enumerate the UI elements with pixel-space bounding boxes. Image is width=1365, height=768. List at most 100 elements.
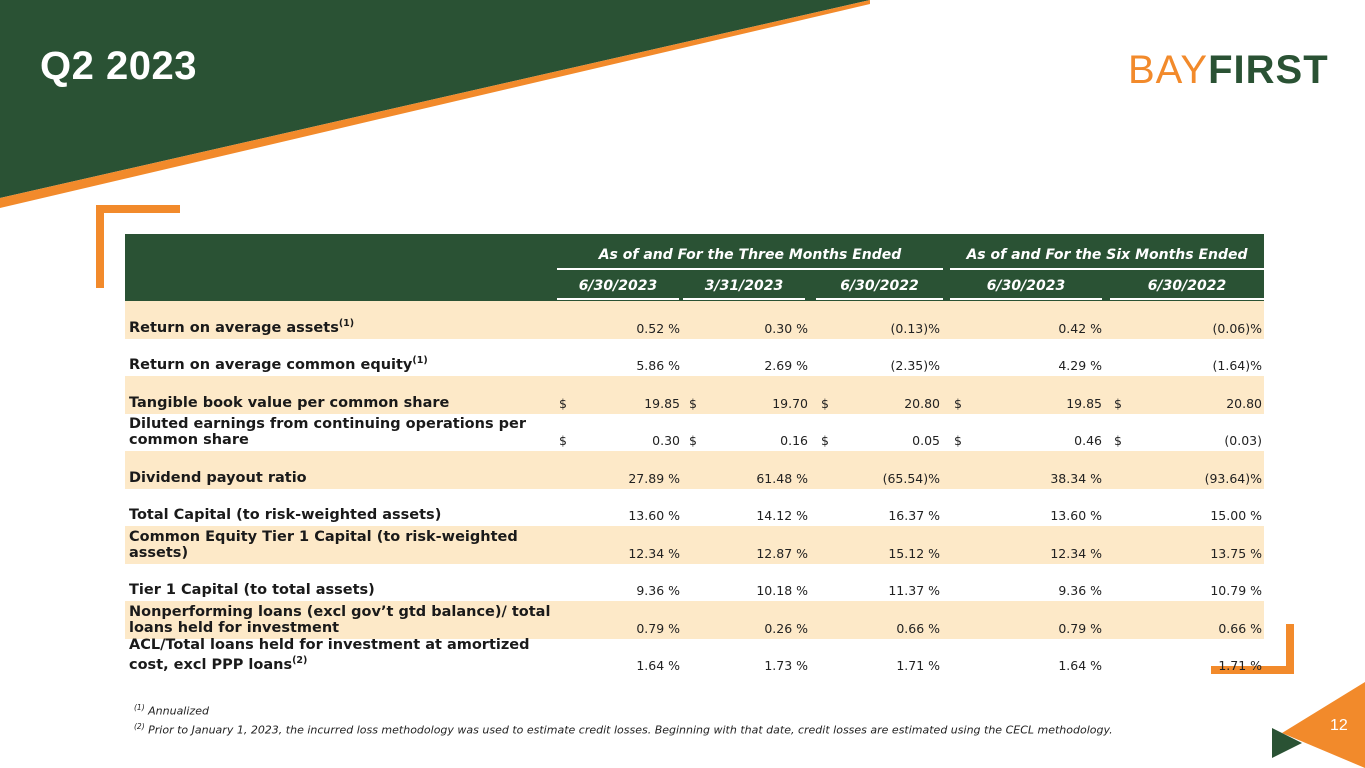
table-cell: 10.79 % — [1210, 583, 1262, 598]
table-cell: 11.37 % — [888, 583, 940, 598]
table-cell: 16.37 % — [888, 508, 940, 523]
row-label: Tangible book value per common share — [129, 395, 559, 411]
row-label: Return on average assets(1) — [129, 316, 559, 336]
column-header: 6/30/2023 — [986, 278, 1066, 294]
column-underline — [557, 298, 679, 300]
row-label-text: Nonperforming loans (excl gov’t gtd bala… — [129, 603, 551, 636]
table-cell: 12.34 % — [1050, 545, 1102, 561]
currency-symbol: $ — [954, 395, 962, 411]
column-underline — [816, 298, 943, 300]
table-row: Tangible book value per common share $19.… — [125, 376, 1264, 414]
table-row: Total Capital (to risk-weighted assets) 1… — [125, 489, 1264, 527]
table-cell: 20.80 — [1226, 395, 1262, 411]
column-underline — [950, 298, 1102, 300]
table-cell: 1.71 % — [1218, 658, 1262, 673]
group-underline — [557, 268, 943, 270]
row-label-text: Dividend payout ratio — [129, 469, 307, 486]
row-label-text: Tangible book value per common share — [129, 394, 450, 411]
table-header: As of and For the Three Months Ended As … — [125, 234, 1264, 301]
table-cell: 9.36 % — [1058, 583, 1102, 598]
table-cell: 1.71 % — [896, 658, 940, 673]
table-cell: 0.42 % — [1058, 320, 1102, 336]
table-cell: 1.64 % — [636, 658, 680, 673]
currency-symbol: $ — [1114, 395, 1122, 411]
table-cell: 19.85 — [1066, 395, 1102, 411]
footnote-marker: (2) — [292, 655, 308, 667]
table-row: Tier 1 Capital (to total assets) 9.36 % 10… — [125, 564, 1264, 602]
currency-symbol: $ — [954, 433, 962, 448]
currency-symbol: $ — [821, 395, 829, 411]
column-underline — [683, 298, 805, 300]
table-cell: 0.79 % — [1058, 620, 1102, 636]
table-cell: 10.18 % — [756, 583, 808, 598]
table-row: Return on average assets(1) 0.52 % 0.30 % (… — [125, 301, 1264, 339]
corner-bracket-bottom-right — [1211, 624, 1294, 674]
table-row: Dividend payout ratio 27.89 % 61.48 % (65.5… — [125, 451, 1264, 489]
table-cell: 5.86 % — [636, 358, 680, 373]
row-label: Diluted earnings from continuing operati… — [129, 416, 559, 448]
group-header-six-months: As of and For the Six Months Ended — [966, 247, 1248, 263]
footnote-text: Annualized — [148, 704, 209, 718]
table-cell: 2.69 % — [764, 358, 808, 373]
table-cell: 1.64 % — [1058, 658, 1102, 673]
currency-symbol: $ — [689, 433, 697, 448]
table-row: Common Equity Tier 1 Capital (to risk-we… — [125, 526, 1264, 564]
table-cell: 0.79 % — [636, 620, 680, 636]
footnote-1: (1) Annualized — [134, 700, 1113, 719]
corner-bracket-top-left — [96, 205, 180, 288]
header-orange-stripe — [0, 0, 870, 208]
table-cell: 61.48 % — [756, 470, 808, 486]
table-cell: (65.54)% — [882, 470, 940, 486]
currency-symbol: $ — [559, 395, 567, 411]
row-label-text: Tier 1 Capital (to total assets) — [129, 582, 375, 598]
table-body: Return on average assets(1) 0.52 % 0.30 %(… — [125, 301, 1264, 676]
footnote-text: Prior to January 1, 2023, the incurred l… — [148, 723, 1113, 737]
column-header: 6/30/2023 — [578, 278, 658, 294]
table-cell: 38.34 % — [1050, 470, 1102, 486]
table-cell: 13.75 % — [1210, 545, 1262, 561]
footnotes: (1) Annualized (2) Prior to January 1, 2… — [134, 700, 1113, 737]
column-header: 3/31/2023 — [704, 278, 784, 294]
table-row: Nonperforming loans (excl gov’t gtd bala… — [125, 601, 1264, 639]
table-cell: 0.16 — [780, 433, 808, 448]
table-cell: (0.13)% — [890, 320, 940, 336]
row-label: Tier 1 Capital (to total assets) — [129, 582, 559, 598]
metrics-table: As of and For the Three Months Ended As … — [125, 234, 1264, 676]
table-cell: 4.29 % — [1058, 358, 1102, 373]
table-cell: 14.12 % — [756, 508, 808, 523]
table-cell: 0.52 % — [636, 320, 680, 336]
table-row: Return on average common equity(1) 5.86 %… — [125, 339, 1264, 377]
table-cell: 19.85 — [644, 395, 680, 411]
table-cell: 15.12 % — [888, 545, 940, 561]
row-label-text: Diluted earnings from continuing operati… — [129, 416, 527, 448]
group-underline — [950, 268, 1264, 270]
currency-symbol: $ — [821, 433, 829, 448]
row-label-text: Return on average common equity — [129, 357, 413, 373]
row-label: Total Capital (to risk-weighted assets) — [129, 507, 559, 523]
bayfirst-logo: BAYFIRST — [1128, 46, 1329, 94]
table-cell: 13.60 % — [628, 508, 680, 523]
table-cell: 0.66 % — [1218, 620, 1262, 636]
table-cell: 20.80 — [904, 395, 940, 411]
table-cell: 0.26 % — [764, 620, 808, 636]
table-cell: 0.30 — [652, 433, 680, 448]
footnote-marker: (1) — [412, 355, 428, 367]
play-arrow-icon — [1272, 728, 1302, 758]
row-label: Nonperforming loans (excl gov’t gtd bala… — [129, 604, 559, 636]
table-cell: (0.06)% — [1212, 320, 1262, 336]
page-title: Q2 2023 — [40, 44, 197, 88]
footnote-marker: (1) — [338, 317, 355, 329]
table-row: Diluted earnings from continuing operati… — [125, 414, 1264, 452]
row-label: Return on average common equity(1) — [129, 353, 559, 373]
row-label-text: ACL/Total loans held for investment at a… — [129, 637, 530, 673]
footnote-marker: (1) — [134, 703, 145, 712]
table-cell: (2.35)% — [890, 358, 940, 373]
row-label-text: Total Capital (to risk-weighted assets) — [129, 507, 442, 523]
logo-text-bay: BAY — [1128, 48, 1209, 92]
table-cell: 27.89 % — [628, 470, 680, 486]
footnote-marker: (2) — [134, 721, 145, 731]
table-cell: 0.66 % — [896, 620, 940, 636]
table-cell: (0.03) — [1224, 433, 1262, 448]
logo-text-first: FIRST — [1208, 48, 1329, 92]
